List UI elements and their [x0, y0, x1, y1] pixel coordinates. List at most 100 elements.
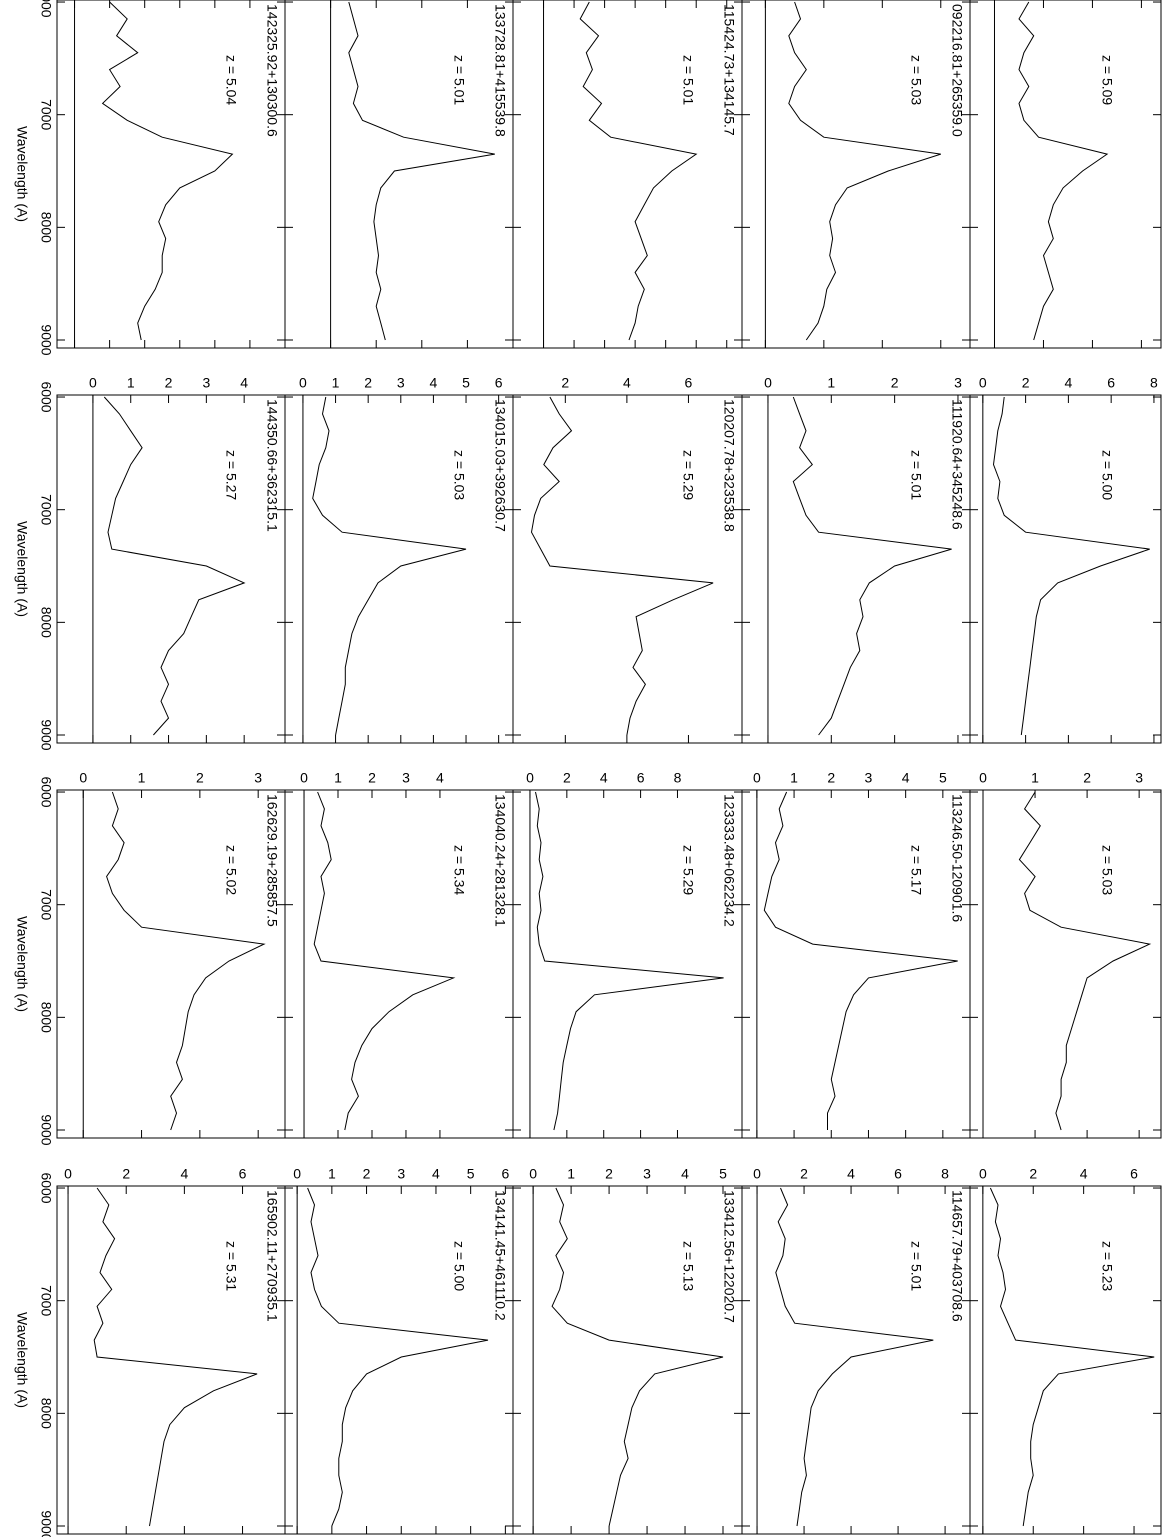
y-tick-label: 0 — [299, 375, 307, 391]
spectrum — [989, 1187, 1155, 1527]
redshift-label: z = 5.00 — [1099, 450, 1115, 500]
panel-frame — [969, 789, 1162, 1139]
x-axis-label: Wavelength (A) — [14, 916, 30, 1012]
redshift-label: z = 5.03 — [1099, 845, 1115, 895]
y-tick-label: 2 — [800, 1166, 808, 1182]
y-tick-label: 1 — [127, 375, 135, 391]
panel-frame — [284, 789, 514, 1139]
redshift-label: z = 5.27 — [223, 450, 239, 500]
y-tick-label: 3 — [397, 375, 405, 391]
y-tick-label: 2 — [605, 1166, 613, 1182]
panel-frame — [56, 789, 286, 1139]
y-tick-label: 2 — [122, 1166, 130, 1182]
panel-frame — [512, 0, 743, 349]
y-tick-label: 2 — [827, 770, 835, 786]
spectrum-name: 133412.56+122020.7 — [721, 1190, 737, 1323]
y-tick-label: 6 — [501, 1166, 509, 1182]
spectrum — [1018, 791, 1152, 1131]
spectrum-name: 165902.11+270935.1 — [264, 1190, 280, 1322]
spectrum — [530, 396, 714, 736]
x-tick-label: 6000 — [38, 776, 54, 807]
panel-frame — [741, 0, 971, 349]
y-tick-label: 3 — [397, 1166, 405, 1182]
redshift-label: z = 5.31 — [223, 1241, 239, 1291]
y-tick-label: 3 — [402, 770, 410, 786]
y-tick-label: 1 — [332, 375, 340, 391]
spectrum — [307, 1187, 489, 1527]
y-tick-label: 0 — [979, 770, 987, 786]
y-tick-label: 6 — [637, 770, 645, 786]
y-tick-label: 0 — [79, 770, 87, 786]
y-tick-label: 0 — [64, 1166, 72, 1182]
x-tick-label: 6000 — [38, 381, 54, 412]
y-tick-label: 2 — [891, 375, 899, 391]
y-tick-label: 6 — [495, 375, 503, 391]
y-tick-label: 0 — [89, 375, 97, 391]
redshift-label: z = 5.04 — [223, 55, 239, 105]
x-tick-label: 7000 — [38, 1285, 54, 1316]
panel-frame — [512, 1185, 743, 1535]
spectrum — [775, 1187, 934, 1527]
y-tick-label: 2 — [196, 770, 204, 786]
y-tick-label: 2 — [1083, 770, 1091, 786]
x-axis-label: Wavelength (A) — [14, 521, 30, 617]
panel-frame — [56, 1185, 286, 1535]
x-tick-label: 7000 — [38, 494, 54, 525]
y-tick-label: 8 — [1150, 375, 1158, 391]
x-tick-label: 8000 — [38, 1002, 54, 1033]
redshift-label: z = 5.09 — [1099, 55, 1115, 105]
redshift-label: z = 5.17 — [908, 845, 924, 895]
x-tick-label: 8000 — [38, 212, 54, 243]
y-tick-label: 2 — [363, 1166, 371, 1182]
y-tick-label: 0 — [526, 770, 534, 786]
spectrum — [579, 1, 698, 341]
x-tick-label: 9000 — [38, 324, 54, 355]
spectrum — [312, 396, 467, 736]
x-tick-label: 9000 — [38, 719, 54, 750]
spectrum-name: 123333.48+062234.2 — [721, 794, 737, 927]
panel-frame — [284, 394, 514, 744]
y-tick-label: 1 — [827, 375, 835, 391]
y-tick-label: 4 — [432, 1166, 440, 1182]
spectrum-name: 113246.50-120901.6 — [949, 794, 965, 922]
spectrum — [101, 1, 234, 341]
y-tick-label: 5 — [467, 1166, 475, 1182]
spectrum — [763, 791, 958, 1130]
y-tick-label: 1 — [138, 770, 146, 786]
y-tick-label: 4 — [847, 1166, 855, 1182]
y-tick-label: 0 — [529, 1166, 537, 1182]
y-tick-label: 6 — [1107, 375, 1115, 391]
y-tick-label: 5 — [462, 375, 470, 391]
y-tick-label: 5 — [719, 1166, 727, 1182]
y-tick-label: 4 — [1064, 375, 1072, 391]
redshift-label: z = 5.01 — [908, 1241, 924, 1291]
y-tick-label: 2 — [563, 770, 571, 786]
spectrum-name: 162629.19+285857.5 — [264, 794, 280, 927]
spectrum — [106, 791, 266, 1131]
spectrum — [792, 396, 952, 736]
y-tick-label: 2 — [165, 375, 173, 391]
redshift-label: z = 5.13 — [680, 1241, 696, 1291]
redshift-label: z = 5.34 — [451, 845, 467, 895]
spectrum — [313, 791, 456, 1131]
y-tick-label: 6 — [894, 1166, 902, 1182]
spectrum-name: 133728.81+415539.8 — [492, 4, 508, 137]
y-tick-label: 4 — [600, 770, 608, 786]
panel-frame — [741, 1185, 971, 1535]
spectrum-name: 111920.64+345248.6 — [949, 399, 965, 530]
panel-frame — [512, 789, 743, 1139]
redshift-label: z = 5.23 — [1099, 1241, 1115, 1291]
y-tick-label: 2 — [561, 375, 569, 391]
x-tick-label: 8000 — [38, 607, 54, 638]
y-tick-label: 0 — [764, 375, 772, 391]
panel-frame — [969, 394, 1162, 744]
x-tick-label: 6000 — [38, 1172, 54, 1203]
x-tick-label: 9000 — [38, 1510, 54, 1537]
redshift-label: z = 5.03 — [908, 55, 924, 105]
y-tick-label: 6 — [239, 1166, 247, 1182]
y-tick-label: 4 — [240, 375, 248, 391]
x-tick-label: 9000 — [38, 1114, 54, 1145]
y-tick-label: 5 — [939, 770, 947, 786]
spectrum-name: 115424.73+134145.7 — [721, 4, 737, 136]
